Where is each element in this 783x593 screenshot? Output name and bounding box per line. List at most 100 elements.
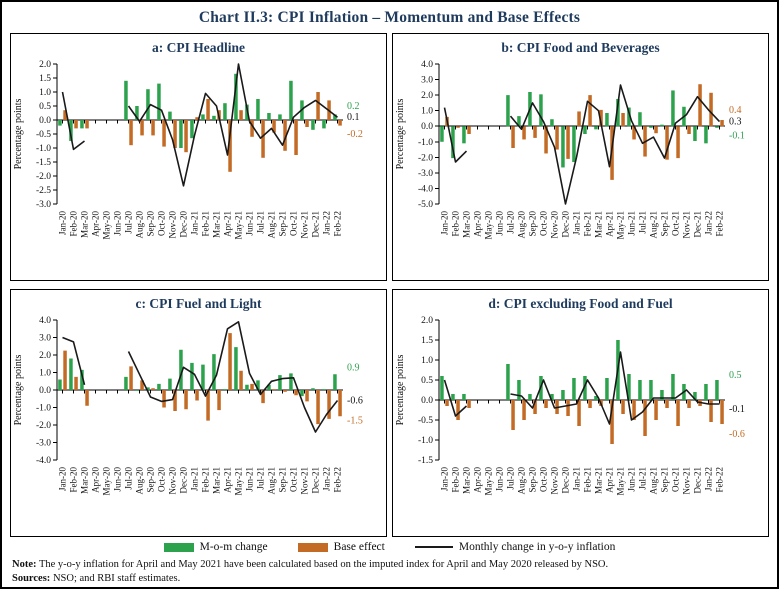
yoy-change-line bbox=[61, 63, 338, 187]
svg-text:-2.0: -2.0 bbox=[36, 421, 51, 431]
svg-text:Feb-20: Feb-20 bbox=[451, 467, 461, 493]
y-ticks: 2.0 1.5 1.0 0.5 0.0 -0.5 -1.0 -1.5 -2.0 -2.5 -3.0 bbox=[36, 60, 57, 210]
svg-text:1.0: 1.0 bbox=[421, 107, 433, 117]
svg-text:Feb-20: Feb-20 bbox=[451, 211, 461, 237]
svg-text:Nov-21: Nov-21 bbox=[300, 211, 310, 239]
chart-canvas-b: Percentage points 4.0 3.0 2.0 1.0 0.0 -1.0 -2.0… bbox=[393, 56, 768, 280]
svg-text:0.1: 0.1 bbox=[347, 112, 360, 123]
legend-line-label: Monthly change in y-o-y inflation bbox=[458, 541, 616, 553]
chart-svg-d: Percentage points 2.0 1.5 1.0 0.5 0.0 -0.5 -1.0… bbox=[395, 316, 745, 496]
svg-text:Aug-20: Aug-20 bbox=[135, 467, 145, 495]
y-ticks: 4.0 3.0 2.0 1.0 0.0 -1.0 -2.0 -3.0 -4.0 -5.0 bbox=[418, 60, 439, 210]
svg-text:Apr-21: Apr-21 bbox=[223, 467, 233, 493]
svg-text:Dec-20: Dec-20 bbox=[561, 211, 571, 238]
svg-text:Nov-20: Nov-20 bbox=[168, 211, 178, 239]
panel-a-title: a: CPI Headline bbox=[152, 40, 245, 55]
yoy-change-line bbox=[62, 321, 339, 433]
svg-text:Jun-20: Jun-20 bbox=[495, 211, 505, 236]
y-ticks: 4.0 3.0 2.0 1.0 0.0 -1.0 -2.0 -3.0 -4.0 bbox=[36, 316, 57, 466]
legend-item-line: Monthly change in y-o-y inflation bbox=[414, 541, 616, 553]
svg-text:-0.5: -0.5 bbox=[418, 416, 433, 426]
svg-text:2.0: 2.0 bbox=[421, 91, 433, 101]
svg-text:Nov-20: Nov-20 bbox=[550, 467, 560, 495]
svg-text:Oct-20: Oct-20 bbox=[539, 211, 549, 236]
svg-text:Nov-21: Nov-21 bbox=[682, 211, 692, 239]
panel-a: a: CPI Headline Percentage points 2.0 1.5 1… bbox=[10, 33, 387, 281]
svg-text:-0.1: -0.1 bbox=[729, 404, 745, 415]
svg-text:Oct-21: Oct-21 bbox=[671, 211, 681, 236]
svg-text:Jul-20: Jul-20 bbox=[124, 467, 134, 490]
svg-text:Aug-21: Aug-21 bbox=[267, 211, 277, 239]
svg-text:Jan-22: Jan-22 bbox=[322, 467, 332, 491]
base-bars bbox=[445, 400, 724, 444]
end-value-labels: 0.20.1 -0.2 bbox=[347, 101, 363, 140]
svg-text:-1.0: -1.0 bbox=[36, 144, 51, 154]
y-axis-title: Percentage points bbox=[395, 98, 406, 169]
yoy-change-line bbox=[443, 351, 720, 425]
svg-text:Aug-21: Aug-21 bbox=[267, 467, 277, 495]
svg-text:Jul-21: Jul-21 bbox=[256, 211, 266, 234]
mom-bars bbox=[440, 340, 719, 400]
svg-text:May-21: May-21 bbox=[616, 211, 626, 240]
figure-title: Chart II.3: CPI Inflation – Momentum and… bbox=[198, 9, 581, 26]
svg-text:4.0: 4.0 bbox=[421, 60, 433, 70]
svg-text:-0.5: -0.5 bbox=[36, 130, 51, 140]
svg-text:Sep-20: Sep-20 bbox=[146, 211, 156, 237]
x-ticks bbox=[62, 390, 338, 394]
svg-text:Feb-21: Feb-21 bbox=[583, 467, 593, 493]
svg-text:2.0: 2.0 bbox=[39, 60, 51, 70]
svg-text:Jun-20: Jun-20 bbox=[113, 211, 123, 236]
svg-text:Aug-20: Aug-20 bbox=[517, 467, 527, 495]
svg-text:Jun-21: Jun-21 bbox=[627, 467, 637, 492]
x-ticks bbox=[444, 400, 720, 404]
svg-text:Jun-21: Jun-21 bbox=[245, 467, 255, 492]
svg-text:2.0: 2.0 bbox=[39, 351, 51, 361]
svg-text:Mar-21: Mar-21 bbox=[594, 467, 604, 494]
x-ticks bbox=[444, 126, 720, 130]
legend-item-base: Base effect bbox=[297, 541, 385, 553]
y-axis-title: Percentage points bbox=[395, 354, 406, 425]
panel-b: b: CPI Food and Beverages Percentage poi… bbox=[392, 33, 769, 281]
sources-line: Sources: NSO; and RBI staff estimates. bbox=[12, 572, 767, 586]
svg-text:-2.0: -2.0 bbox=[418, 153, 433, 163]
svg-text:-4.0: -4.0 bbox=[36, 456, 51, 466]
svg-text:0.5: 0.5 bbox=[39, 102, 51, 112]
legend-mom-label: M-o-m change bbox=[199, 541, 268, 553]
svg-text:Feb-20: Feb-20 bbox=[69, 467, 79, 493]
svg-text:4.0: 4.0 bbox=[39, 316, 51, 326]
svg-text:-2.0: -2.0 bbox=[36, 172, 51, 182]
svg-text:Jan-22: Jan-22 bbox=[322, 211, 332, 235]
sources-label: Sources: bbox=[12, 572, 51, 584]
svg-text:Mar-20: Mar-20 bbox=[462, 467, 472, 494]
svg-text:Oct-21: Oct-21 bbox=[289, 211, 299, 236]
svg-text:Apr-21: Apr-21 bbox=[223, 211, 233, 237]
svg-text:Dec-21: Dec-21 bbox=[693, 467, 703, 494]
y-axis-title: Percentage points bbox=[13, 98, 24, 169]
mom-bars bbox=[58, 347, 337, 397]
svg-text:Mar-21: Mar-21 bbox=[212, 211, 222, 238]
svg-text:May-20: May-20 bbox=[102, 467, 112, 496]
svg-text:Dec-21: Dec-21 bbox=[311, 467, 321, 494]
svg-text:Aug-20: Aug-20 bbox=[135, 211, 145, 239]
x-labels: Jan-20 Feb-20 Mar-20 Apr-20 May-20 Jun-20 Jul-… bbox=[58, 211, 343, 240]
svg-text:-0.2: -0.2 bbox=[347, 129, 363, 140]
svg-text:Apr-20: Apr-20 bbox=[91, 467, 101, 493]
svg-text:Feb-20: Feb-20 bbox=[69, 211, 79, 237]
end-value-labels: 0.9 -0.6 -1.5 bbox=[347, 362, 363, 426]
svg-text:Jan-22: Jan-22 bbox=[704, 467, 714, 491]
chart-canvas-a: Percentage points 2.0 1.5 1.0 0.5 0.0 -0.5 -1.0… bbox=[11, 56, 386, 280]
svg-text:-0.1: -0.1 bbox=[729, 131, 745, 142]
svg-text:Apr-21: Apr-21 bbox=[605, 467, 615, 493]
svg-text:Jan-22: Jan-22 bbox=[704, 211, 714, 235]
svg-text:Jan-20: Jan-20 bbox=[58, 467, 68, 491]
legend-base-label: Base effect bbox=[333, 541, 385, 553]
mom-bars bbox=[58, 73, 337, 148]
svg-text:Sep-20: Sep-20 bbox=[146, 467, 156, 493]
svg-text:May-20: May-20 bbox=[484, 467, 494, 496]
note-text: The y-o-y inflation for April and May 20… bbox=[38, 559, 609, 570]
svg-text:-1.5: -1.5 bbox=[418, 456, 433, 466]
y-axis-title: Percentage points bbox=[13, 354, 24, 425]
panel-b-title: b: CPI Food and Beverages bbox=[501, 40, 660, 55]
svg-text:Apr-20: Apr-20 bbox=[473, 467, 483, 493]
svg-text:Jul-21: Jul-21 bbox=[256, 467, 266, 490]
